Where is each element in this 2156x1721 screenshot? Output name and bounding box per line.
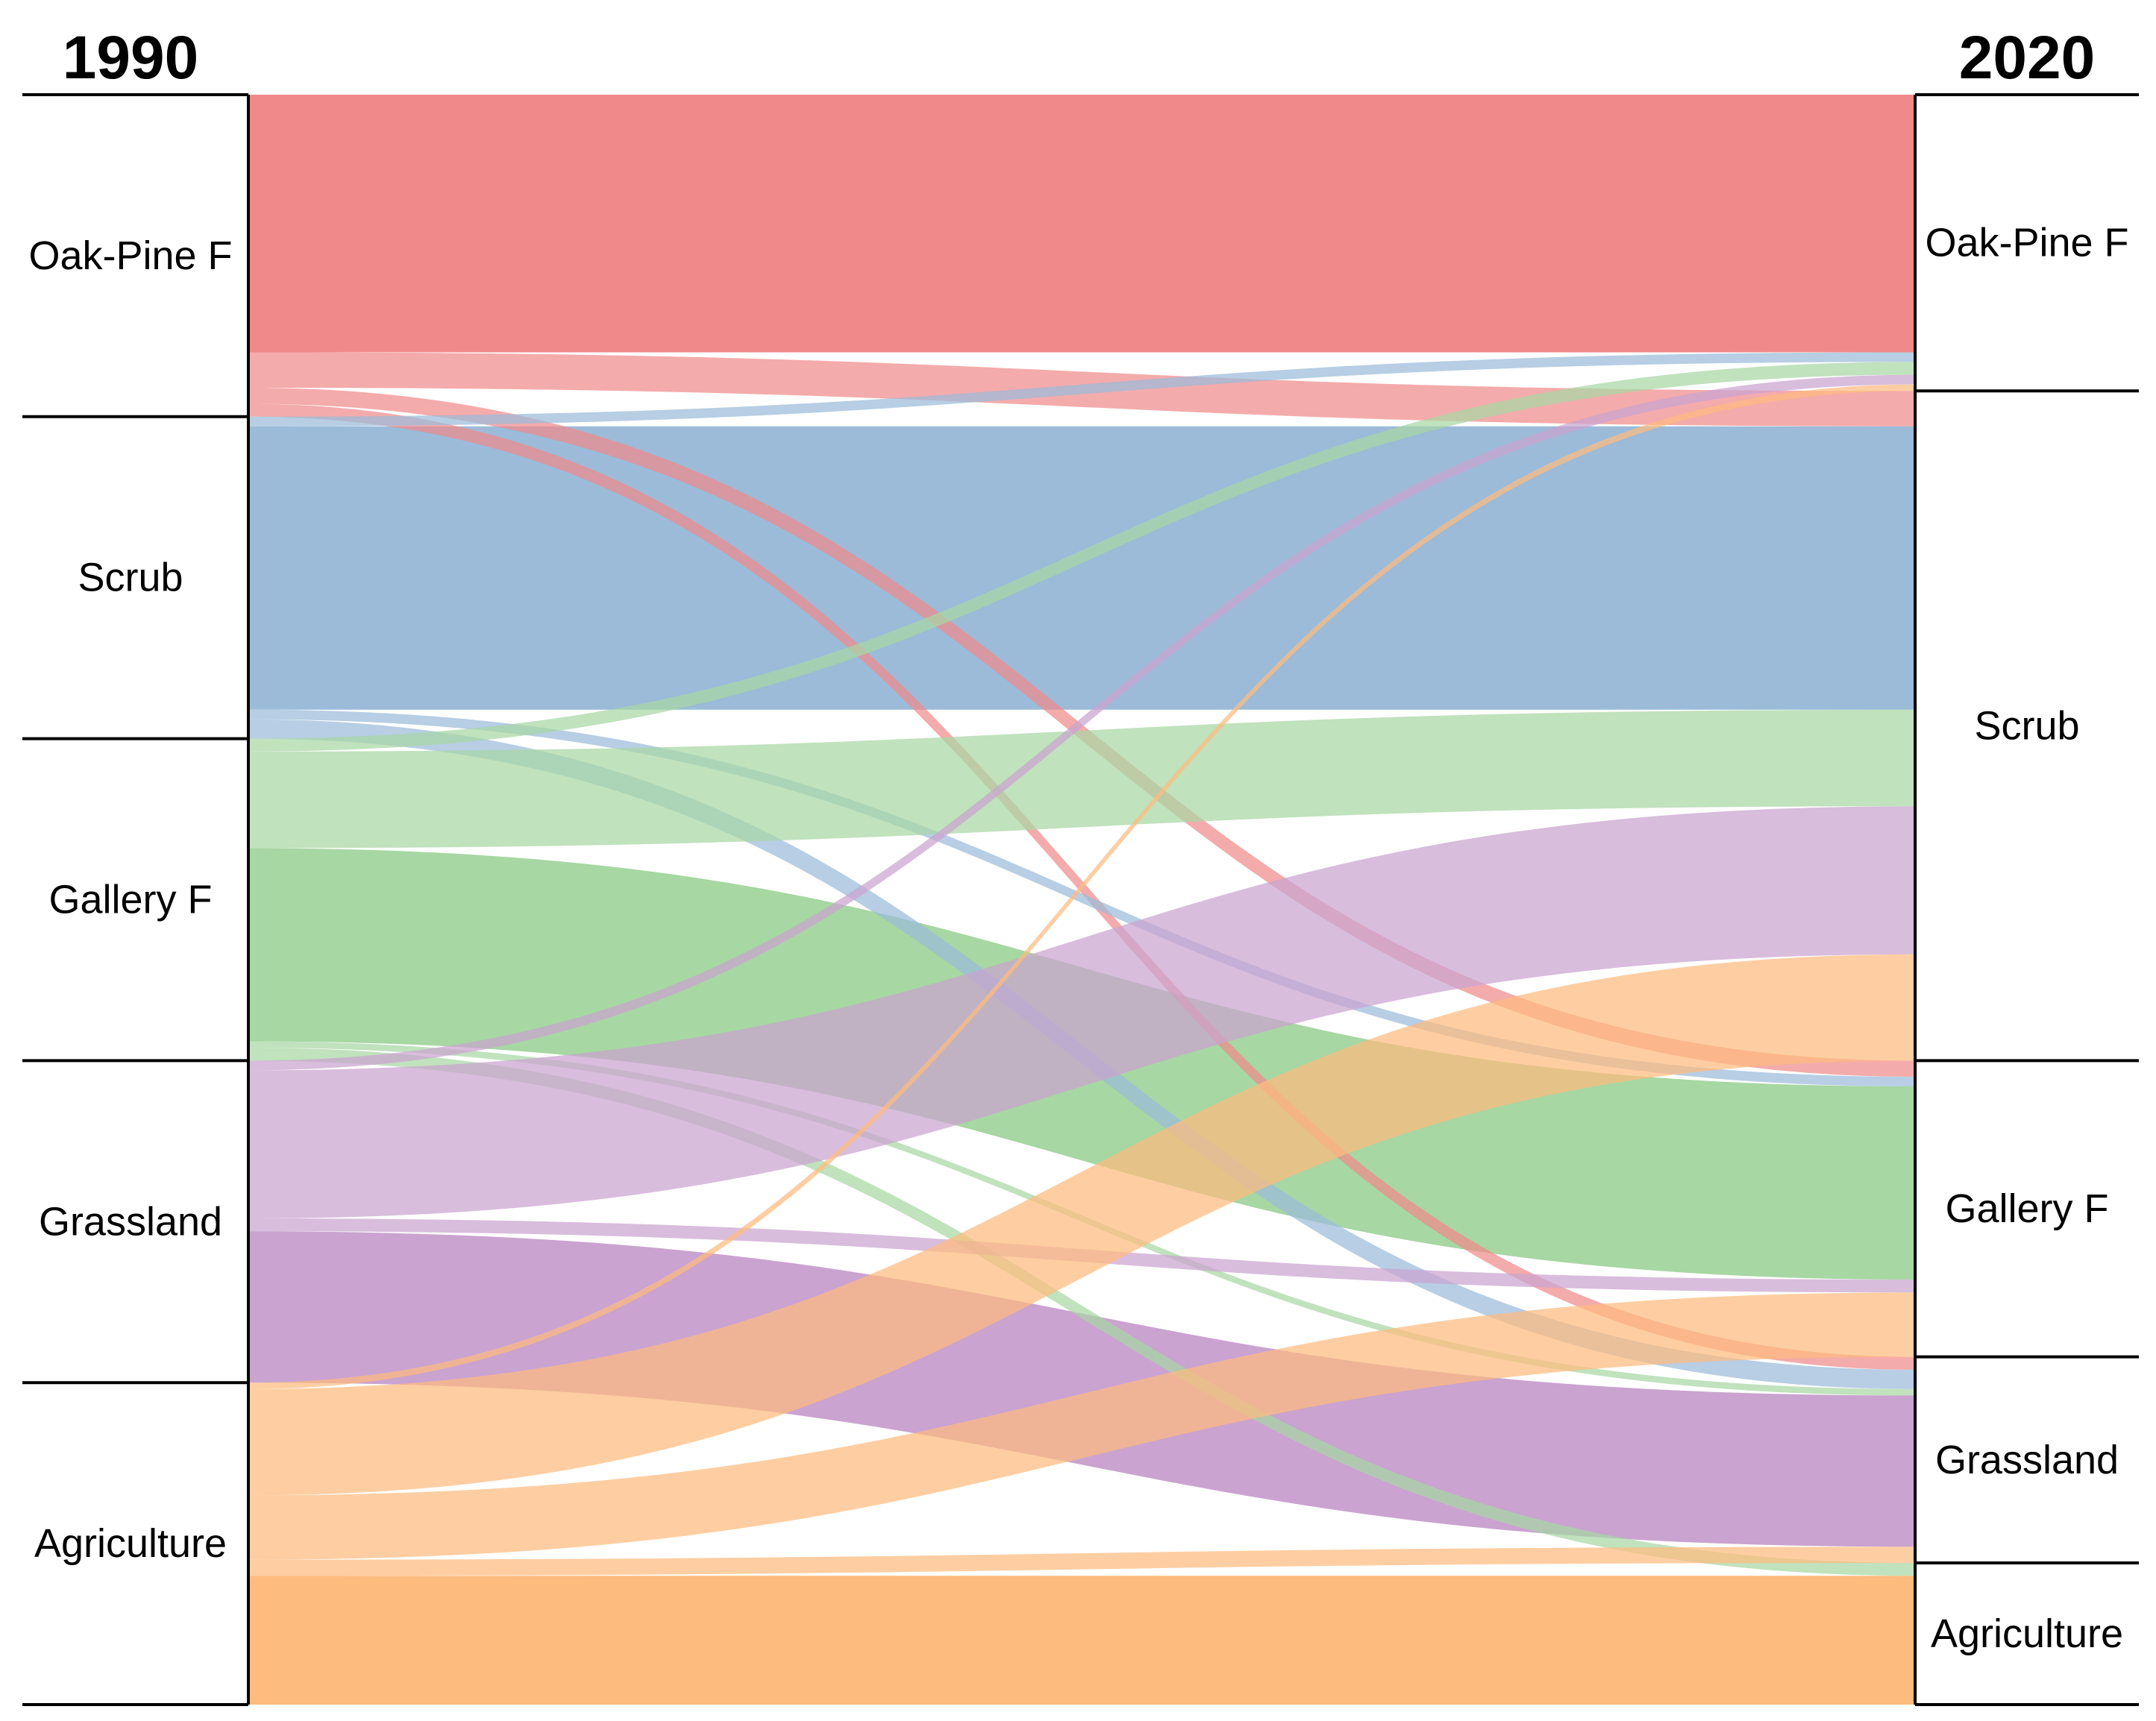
flow-agriculture-to-scrub [248,954,1915,1496]
flow-grassland-to-scrub [248,806,1915,1218]
flow-scrub-to-oak-pine-f [248,352,1915,427]
flow-gallery-f-to-scrub [248,709,1915,849]
axes-layer [22,93,2139,1706]
right-node-label-grassland: Grassland [1935,1438,2119,1482]
flow-agriculture-to-agriculture [248,1576,1915,1705]
flow-oak-pine-f-to-oak-pine-f [248,95,1915,353]
flow-scrub-to-scrub [248,426,1915,710]
flow-gallery-f-to-oak-pine-f [248,362,1915,752]
flow-grassland-to-oak-pine-f [248,374,1915,1071]
right-node-label-scrub: Scrub [1974,703,2079,748]
right-year-title: 2020 [1959,24,2095,92]
flow-gallery-f-to-agriculture [248,1048,1915,1576]
flow-grassland-to-grassland [248,1231,1915,1547]
labels-layer: Oak-Pine F Scrub Gallery F Grassland Agricul… [28,221,2128,1656]
left-node-label-gallery-f: Gallery F [48,878,212,922]
right-node-label-gallery-f: Gallery F [1945,1186,2108,1231]
left-node-label-scrub: Scrub [78,556,183,600]
flows-layer [248,95,1915,1705]
flow-agriculture-to-grassland [248,1547,1915,1576]
right-node-label-oak-pine-f: Oak-Pine F [1925,221,2128,265]
left-node-label-grassland: Grassland [39,1199,222,1244]
right-node-label-agriculture: Agriculture [1931,1611,2123,1656]
flow-agriculture-to-gallery-f [248,1292,1915,1560]
left-year-title: 1990 [63,24,198,92]
left-node-label-oak-pine-f: Oak-Pine F [28,233,232,278]
flow-agriculture-to-oak-pine-f [248,384,1915,1389]
flow-scrub-to-gallery-f [248,709,1915,1086]
left-node-label-agriculture: Agriculture [34,1521,227,1566]
